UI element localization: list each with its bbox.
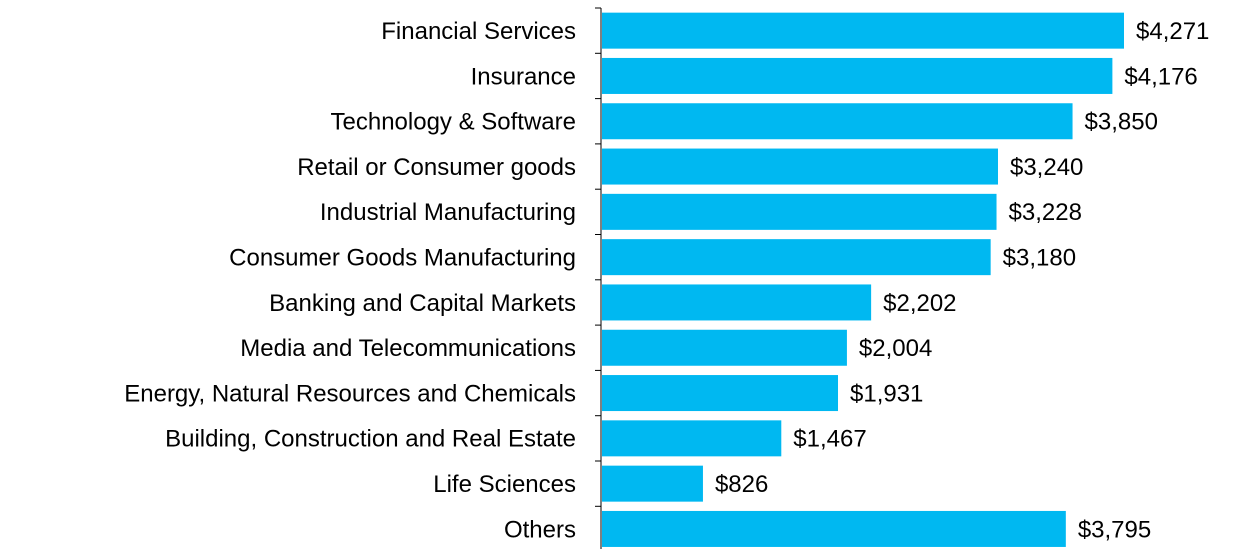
category-label: Insurance xyxy=(471,63,576,90)
category-label: Industrial Manufacturing xyxy=(320,199,576,226)
category-label: Consumer Goods Manufacturing xyxy=(229,244,576,271)
value-label: $2,004 xyxy=(859,335,932,362)
value-label: $2,202 xyxy=(883,290,956,317)
value-label: $4,271 xyxy=(1136,18,1209,45)
bar xyxy=(602,510,1066,547)
value-label: $826 xyxy=(715,471,768,498)
value-label: $4,176 xyxy=(1124,63,1197,90)
bar xyxy=(602,193,997,230)
bar xyxy=(602,420,782,457)
bar xyxy=(602,329,847,366)
category-label: Life Sciences xyxy=(433,471,576,498)
bar xyxy=(602,239,991,276)
bar xyxy=(602,284,872,321)
value-label: $1,467 xyxy=(793,426,866,453)
category-label: Energy, Natural Resources and Chemicals xyxy=(124,380,576,407)
value-label: $3,180 xyxy=(1003,244,1076,271)
bar xyxy=(602,148,998,185)
category-label: Others xyxy=(504,516,576,543)
value-label: $3,240 xyxy=(1010,154,1083,181)
category-label: Retail or Consumer goods xyxy=(297,154,576,181)
bar xyxy=(602,465,703,502)
bar xyxy=(602,12,1124,49)
bar xyxy=(602,375,839,412)
category-label: Technology & Software xyxy=(331,109,576,136)
category-label: Building, Construction and Real Estate xyxy=(165,426,576,453)
bar xyxy=(602,103,1073,140)
category-label: Media and Telecommunications xyxy=(240,335,576,362)
value-label: $3,850 xyxy=(1085,109,1158,136)
value-label: $1,931 xyxy=(850,380,923,407)
category-label: Banking and Capital Markets xyxy=(269,290,576,317)
bar xyxy=(602,57,1113,94)
value-label: $3,228 xyxy=(1009,199,1082,226)
category-label: Financial Services xyxy=(381,18,576,45)
value-label: $3,795 xyxy=(1078,516,1151,543)
